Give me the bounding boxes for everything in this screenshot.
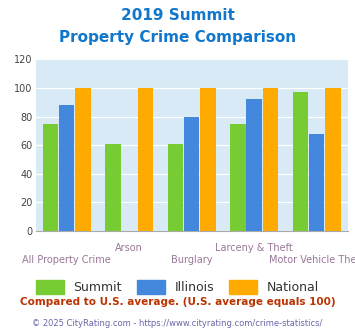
- Bar: [309, 134, 324, 231]
- Bar: [200, 88, 215, 231]
- Text: Burglary: Burglary: [171, 255, 212, 265]
- Bar: [325, 88, 340, 231]
- Text: © 2025 CityRating.com - https://www.cityrating.com/crime-statistics/: © 2025 CityRating.com - https://www.city…: [32, 319, 323, 328]
- Bar: [105, 144, 121, 231]
- Bar: [230, 124, 246, 231]
- Bar: [75, 88, 91, 231]
- Bar: [263, 88, 278, 231]
- Bar: [246, 99, 262, 231]
- Bar: [59, 105, 75, 231]
- Text: 2019 Summit: 2019 Summit: [121, 8, 234, 23]
- Text: Arson: Arson: [115, 243, 143, 252]
- Text: Motor Vehicle Theft: Motor Vehicle Theft: [269, 255, 355, 265]
- Text: Compared to U.S. average. (U.S. average equals 100): Compared to U.S. average. (U.S. average …: [20, 297, 335, 307]
- Text: Property Crime Comparison: Property Crime Comparison: [59, 30, 296, 45]
- Bar: [293, 92, 308, 231]
- Text: Larceny & Theft: Larceny & Theft: [215, 243, 293, 252]
- Bar: [43, 124, 58, 231]
- Bar: [138, 88, 153, 231]
- Legend: Summit, Illinois, National: Summit, Illinois, National: [31, 275, 324, 299]
- Bar: [168, 144, 183, 231]
- Bar: [184, 116, 200, 231]
- Text: All Property Crime: All Property Crime: [22, 255, 111, 265]
